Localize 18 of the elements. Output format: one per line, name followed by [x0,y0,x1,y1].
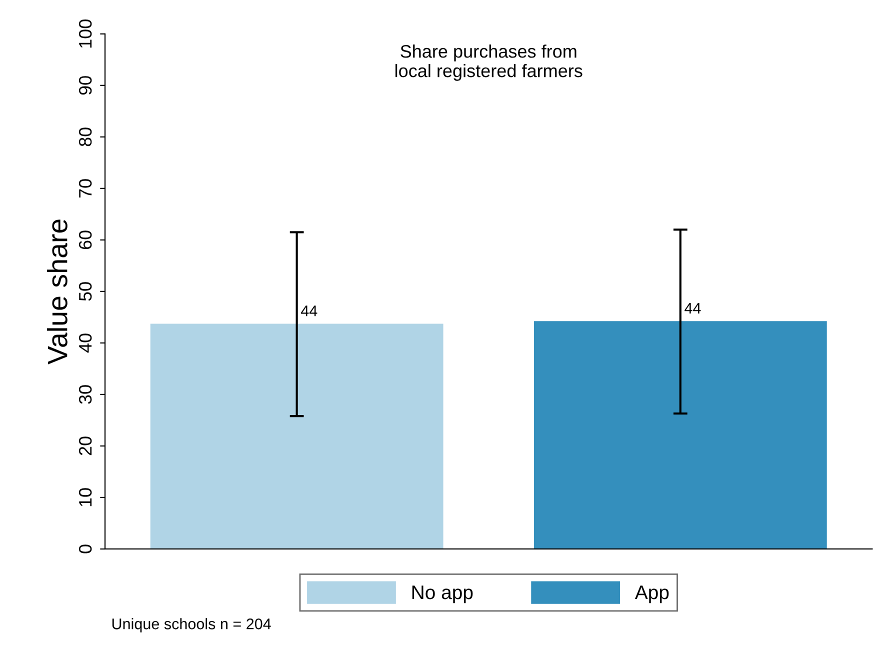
y-tick-label: 0 [78,544,92,554]
y-tick-label: 60 [78,230,92,250]
y-tick-label: 40 [78,334,92,353]
y-tick-label: 80 [78,128,92,146]
text: Unique schools n = 204 [112,618,271,632]
y-tick-label: 10 [78,488,92,506]
data-label: 44 [684,303,701,314]
y-tick-label: 70 [78,179,92,198]
y-tick-label: 100 [78,20,92,48]
y-tick-label: 30 [78,385,92,404]
data-label: 44 [301,306,318,316]
y-axis-title: Value share [47,220,68,364]
text: Share purchases from local registered farmers [396,44,582,81]
legend-label: App [634,586,669,604]
y-tick-label: 50 [78,282,92,301]
y-tick-label: 20 [78,436,92,456]
legend-label: No app [412,586,473,604]
y-tick-label: 90 [78,76,92,95]
